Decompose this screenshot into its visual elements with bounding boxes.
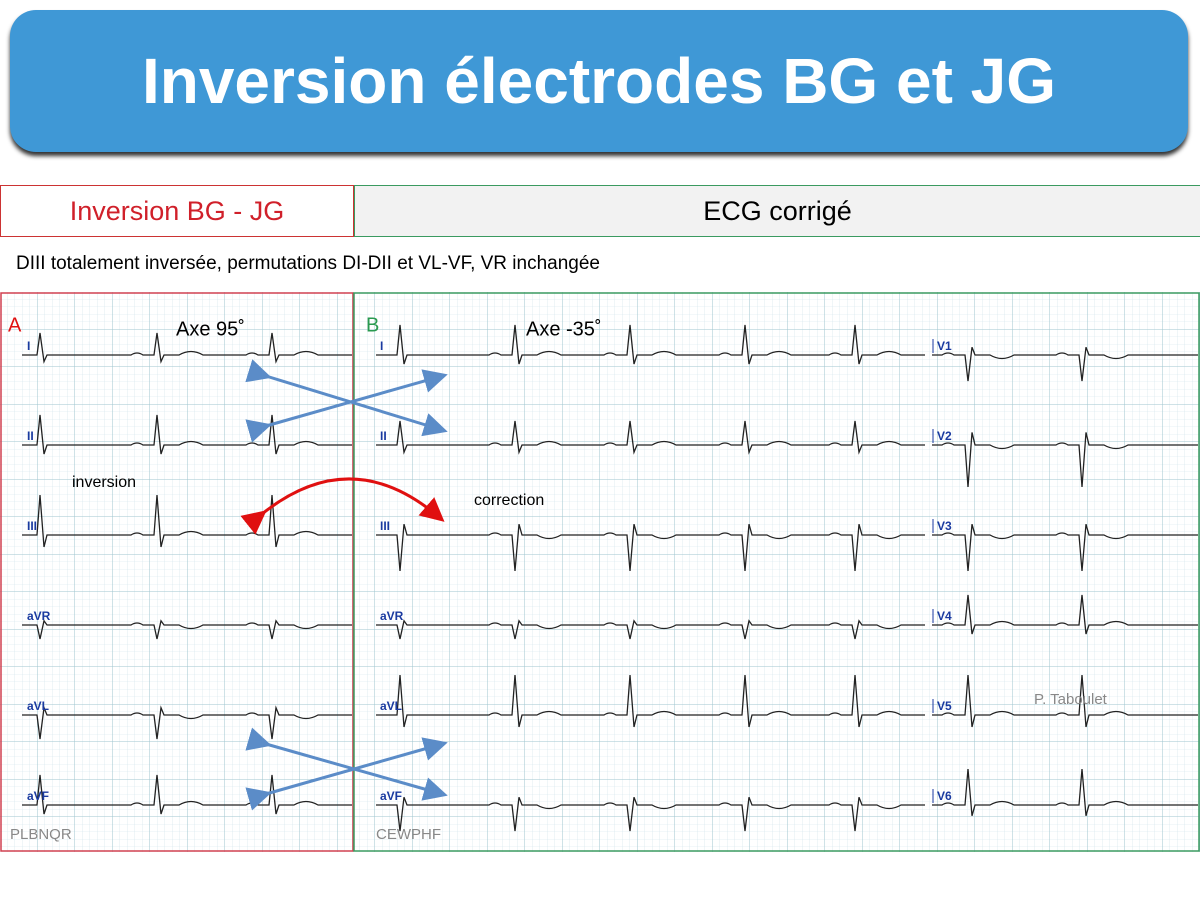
lead-label: aVR — [27, 609, 51, 623]
lead-label: V1 — [937, 339, 952, 353]
swap-arrow — [245, 737, 448, 811]
panel-a-border — [0, 292, 354, 852]
ecg-trace — [22, 705, 352, 740]
swap-arrow — [245, 369, 448, 443]
tab-left: Inversion BG - JG — [0, 185, 354, 237]
lead-label: II — [380, 429, 387, 443]
ecg-trace — [376, 420, 925, 455]
lead-label: aVF — [27, 789, 49, 803]
ecg-trace — [376, 674, 925, 728]
tab-right: ECG corrigé — [354, 185, 1200, 237]
axis-label: Axe -35˚ — [526, 318, 602, 340]
lead-label: V2 — [937, 429, 952, 443]
ecg-grid — [0, 292, 1200, 852]
ecg-trace — [932, 768, 1198, 816]
ecg-trace — [376, 619, 925, 640]
lead-label: I — [380, 339, 383, 353]
panel-b-border — [353, 292, 1200, 852]
code: PLBNQR — [10, 826, 72, 843]
lead-label: V3 — [937, 519, 952, 533]
lead-label: aVL — [380, 699, 402, 713]
ecg-trace — [932, 346, 1198, 382]
slide-title: Inversion électrodes BG et JG — [141, 45, 1057, 117]
lead-label: aVF — [380, 789, 402, 803]
annotation: inversion — [72, 474, 136, 491]
lead-label: I — [27, 339, 30, 353]
lead-label: V5 — [937, 699, 952, 713]
ecg-trace — [376, 524, 925, 572]
ecg-area: A Axe 95˚ inversion PLBNQR B Axe -35˚ co… — [0, 292, 1200, 852]
ecg-trace — [932, 594, 1198, 635]
panel-label: B — [366, 314, 379, 336]
lead-label: III — [380, 519, 390, 533]
axis-label: Axe 95˚ — [176, 318, 245, 340]
author: P. Taboulet — [1034, 691, 1108, 708]
ecg-trace — [22, 332, 352, 364]
lead-label: aVL — [27, 699, 49, 713]
lead-label: aVR — [380, 609, 404, 623]
panel-label: A — [8, 314, 22, 336]
ecg-trace — [932, 432, 1198, 488]
inversion-arrow — [240, 477, 445, 535]
title-banner — [10, 10, 1188, 152]
ecg-trace — [932, 674, 1198, 728]
lead-label: V6 — [937, 789, 952, 803]
lead-label: V4 — [937, 609, 952, 623]
ecg-trace — [932, 524, 1198, 572]
code: CEWPHF — [376, 826, 441, 843]
lead-label: III — [27, 519, 37, 533]
lead-label: II — [27, 429, 34, 443]
subtitle: DIII totalement inversée, permutations D… — [16, 253, 600, 274]
ecg-trace — [376, 796, 925, 832]
ecg-trace — [22, 619, 352, 640]
annotation: correction — [474, 492, 544, 509]
ecg-trace — [376, 324, 925, 365]
ecg-trace — [22, 414, 352, 455]
